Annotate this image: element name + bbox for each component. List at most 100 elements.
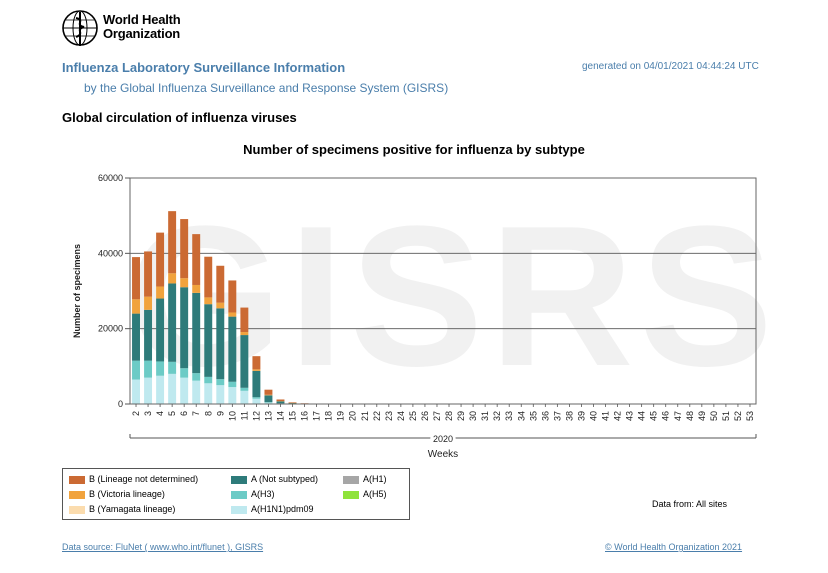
x-tick-label: 4 — [155, 411, 165, 416]
x-tick-label: 24 — [396, 411, 406, 421]
bar-segment — [252, 397, 261, 399]
chart-legend: B (Lineage not determined) A (Not subtype… — [62, 468, 410, 520]
x-tick-label: 29 — [456, 411, 466, 421]
x-tick-label: 43 — [625, 411, 635, 421]
x-tick-label: 48 — [685, 411, 695, 421]
bar-segment — [180, 287, 189, 369]
x-tick-label: 51 — [721, 411, 731, 421]
x-tick-label: 13 — [263, 411, 273, 421]
bar-segment — [180, 368, 189, 378]
x-group-label: 2020 — [433, 434, 453, 444]
legend-swatch — [69, 491, 85, 499]
x-tick-label: 40 — [588, 411, 598, 421]
bar-segment — [228, 312, 237, 317]
legend-label: A(H1N1)pdm09 — [251, 504, 314, 514]
bar-segment — [132, 379, 140, 404]
x-tick-label: 44 — [637, 411, 647, 421]
x-tick-label: 17 — [312, 411, 322, 421]
x-tick-label: 2 — [131, 411, 141, 416]
x-tick-label: 47 — [673, 411, 683, 421]
bar-segment — [192, 380, 201, 404]
legend-label: A(H1) — [363, 474, 387, 484]
bar-segment — [204, 383, 213, 404]
x-tick-label: 27 — [432, 411, 442, 421]
bar-segment — [204, 256, 213, 298]
bar-segment — [156, 286, 165, 299]
bar-segment — [216, 385, 225, 404]
bar-segment — [156, 298, 165, 362]
x-tick-label: 9 — [215, 411, 225, 416]
bar-segment — [144, 360, 153, 378]
bar-segment — [168, 273, 177, 284]
org-name-line1: World Health — [103, 12, 181, 27]
x-tick-label: 33 — [504, 411, 514, 421]
bar-segment — [240, 332, 249, 336]
bar-segment — [216, 379, 225, 386]
watermark-text: GISRS — [127, 185, 779, 408]
bar-segment — [192, 234, 201, 285]
section-title: Global circulation of influenza viruses — [62, 110, 297, 125]
x-tick-label: 21 — [360, 411, 370, 421]
bar-segment — [228, 387, 237, 404]
y-tick-label: 60000 — [98, 173, 123, 183]
x-tick-label: 38 — [564, 411, 574, 421]
x-tick-label: 49 — [697, 411, 707, 421]
bar-segment — [276, 401, 285, 404]
bar-segment — [252, 369, 261, 371]
bar-segment — [144, 251, 153, 297]
legend-label: A(H5) — [363, 489, 387, 499]
plot-frame — [129, 177, 757, 405]
x-tick-label: 39 — [576, 411, 586, 421]
x-tick-label: 30 — [468, 411, 478, 421]
x-tick-label: 20 — [348, 411, 358, 421]
bar-segment — [252, 370, 261, 398]
x-tick-label: 23 — [384, 411, 394, 421]
bar-segment — [168, 373, 177, 404]
legend-swatch — [343, 476, 359, 484]
bar-segment — [192, 373, 201, 381]
x-tick-label: 31 — [480, 411, 490, 421]
legend-swatch — [231, 491, 247, 499]
bar-segment — [264, 389, 273, 395]
x-tick-label: 53 — [745, 411, 755, 421]
who-emblem-icon — [62, 10, 98, 46]
x-tick-label: 26 — [420, 411, 430, 421]
bar-segment — [204, 297, 213, 305]
y-tick-label: 0 — [118, 399, 123, 409]
x-tick-label: 25 — [408, 411, 418, 421]
x-tick-label: 16 — [300, 411, 310, 421]
bar-segment — [168, 283, 177, 362]
bar-segment — [240, 390, 249, 404]
bar-segment — [216, 308, 225, 380]
bar-segment — [264, 402, 273, 403]
bar-segment — [252, 356, 261, 370]
stacked-bar-chart: GISRS 0 20000 40000 60000 Number of specimen… — [72, 173, 779, 460]
x-tick-label: 10 — [227, 411, 237, 421]
x-tick-label: 28 — [444, 411, 454, 421]
who-logo: World Health Organization — [60, 8, 200, 48]
legend-swatch — [69, 506, 85, 514]
bar-segment — [216, 302, 225, 309]
bar-segment — [168, 211, 177, 274]
bar-segment — [180, 278, 189, 288]
org-name-line2: Organization — [103, 26, 181, 41]
bar-segment — [192, 284, 201, 293]
bar-segment — [276, 399, 285, 402]
x-tick-label: 3 — [143, 411, 153, 416]
x-tick-label: 36 — [540, 411, 550, 421]
bar-segment — [156, 375, 165, 404]
bar-segment — [288, 402, 297, 403]
legend-label: B (Victoria lineage) — [89, 489, 165, 499]
legend-swatch — [69, 476, 85, 484]
bar-segment — [180, 377, 189, 404]
copyright-link[interactable]: © World Health Organization 2021 — [605, 542, 743, 552]
bar-segment — [132, 313, 140, 361]
bar-segment — [228, 280, 237, 313]
x-tick-label: 46 — [661, 411, 671, 421]
x-tick-label: 32 — [492, 411, 502, 421]
data-from-note: Data from: All sites — [652, 499, 728, 509]
x-tick-label: 19 — [336, 411, 346, 421]
x-axis-label: Weeks — [428, 449, 458, 460]
bar-segment — [144, 296, 153, 310]
data-source-link[interactable]: Data source: FluNet ( www.who.int/flunet… — [62, 542, 264, 552]
